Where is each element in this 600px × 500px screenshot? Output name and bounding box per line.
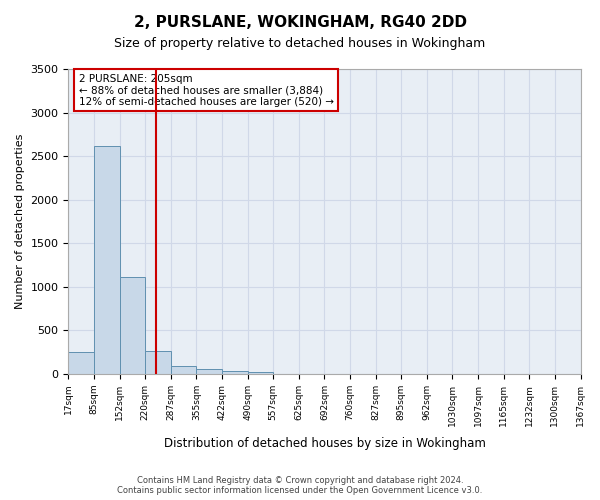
Bar (94, 146, 119, 374)
Bar (222, 370, 248, 374)
Text: 2, PURSLANE, WOKINGHAM, RG40 2DD: 2, PURSLANE, WOKINGHAM, RG40 2DD (133, 15, 467, 30)
Bar (248, 372, 273, 374)
Bar (196, 369, 222, 374)
Text: Contains HM Land Registry data © Crown copyright and database right 2024.
Contai: Contains HM Land Registry data © Crown c… (118, 476, 482, 495)
Y-axis label: Number of detached properties: Number of detached properties (15, 134, 25, 309)
Text: Size of property relative to detached houses in Wokingham: Size of property relative to detached ho… (115, 38, 485, 51)
X-axis label: Distribution of detached houses by size in Wokingham: Distribution of detached houses by size … (164, 437, 485, 450)
Text: 2 PURSLANE: 205sqm
← 88% of detached houses are smaller (3,884)
12% of semi-deta: 2 PURSLANE: 205sqm ← 88% of detached hou… (79, 74, 334, 107)
Bar (119, 278, 145, 374)
Bar (171, 366, 196, 374)
Bar (145, 352, 171, 374)
Bar (68, 352, 94, 374)
